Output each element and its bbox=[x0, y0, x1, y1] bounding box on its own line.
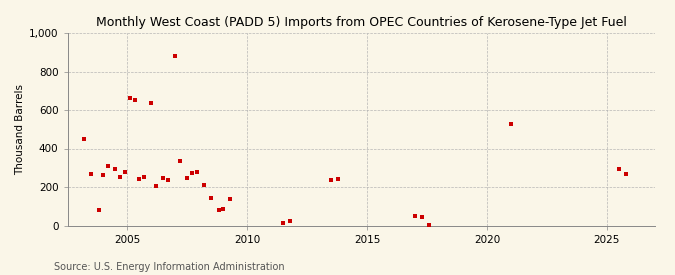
Point bbox=[115, 175, 126, 180]
Point bbox=[326, 178, 337, 183]
Point bbox=[129, 98, 140, 103]
Point bbox=[424, 222, 435, 227]
Point bbox=[146, 101, 157, 105]
Point bbox=[218, 207, 229, 211]
Point bbox=[134, 177, 145, 182]
Point bbox=[79, 137, 90, 141]
Point bbox=[620, 171, 631, 176]
Point bbox=[410, 214, 421, 218]
Title: Monthly West Coast (PADD 5) Imports from OPEC Countries of Kerosene-Type Jet Fue: Monthly West Coast (PADD 5) Imports from… bbox=[96, 16, 626, 29]
Point bbox=[163, 178, 173, 183]
Point bbox=[124, 96, 135, 101]
Y-axis label: Thousand Barrels: Thousand Barrels bbox=[15, 84, 25, 175]
Point bbox=[103, 164, 113, 168]
Point bbox=[175, 159, 186, 163]
Point bbox=[86, 171, 97, 176]
Point bbox=[139, 175, 150, 180]
Point bbox=[225, 196, 236, 201]
Point bbox=[198, 183, 209, 187]
Point bbox=[158, 176, 169, 180]
Point bbox=[206, 195, 217, 200]
Point bbox=[333, 177, 344, 182]
Text: Source: U.S. Energy Information Administration: Source: U.S. Energy Information Administ… bbox=[54, 262, 285, 272]
Point bbox=[506, 122, 516, 127]
Point bbox=[93, 208, 104, 212]
Point bbox=[192, 169, 202, 174]
Point bbox=[278, 220, 289, 225]
Point bbox=[182, 176, 193, 180]
Point bbox=[170, 54, 181, 58]
Point bbox=[110, 166, 121, 171]
Point bbox=[187, 170, 198, 175]
Point bbox=[417, 214, 428, 219]
Point bbox=[119, 169, 130, 174]
Point bbox=[285, 218, 296, 223]
Point bbox=[614, 166, 624, 171]
Point bbox=[151, 184, 161, 188]
Point bbox=[98, 173, 109, 178]
Point bbox=[213, 208, 224, 212]
